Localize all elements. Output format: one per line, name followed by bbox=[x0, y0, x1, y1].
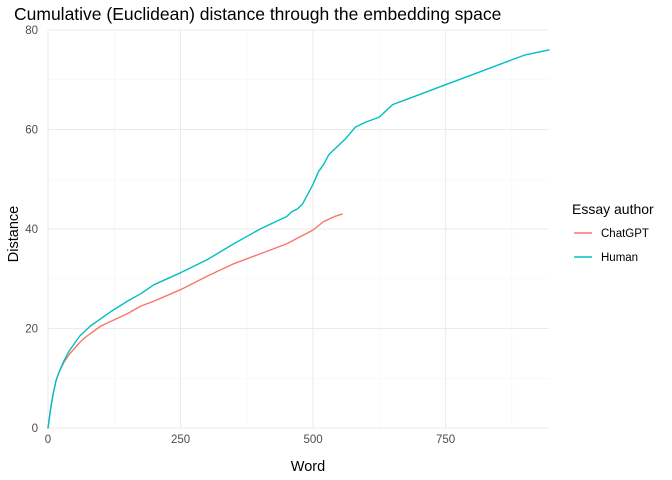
plot-grid bbox=[47, 29, 549, 429]
y-tick-label: 60 bbox=[25, 125, 38, 137]
x-axis-title: Word bbox=[291, 459, 325, 475]
y-tick-label: 40 bbox=[25, 224, 38, 236]
legend-title: Essay author bbox=[572, 201, 654, 217]
x-tick-label: 0 bbox=[45, 434, 51, 446]
x-tick-label: 250 bbox=[171, 434, 190, 446]
y-tick-label: 80 bbox=[25, 25, 38, 37]
legend-label-human: Human bbox=[601, 252, 638, 264]
y-tick-label: 0 bbox=[32, 423, 38, 435]
series-line-human bbox=[47, 49, 550, 429]
legend-label-chatgpt: ChatGPT bbox=[601, 228, 649, 240]
legend: Essay author ChatGPT Human bbox=[572, 201, 654, 264]
x-tick-label: 500 bbox=[303, 434, 322, 446]
series-lines bbox=[47, 49, 550, 429]
y-tick-labels: 0 20 40 60 80 bbox=[25, 25, 38, 435]
series-line-chatgpt bbox=[47, 213, 343, 429]
y-axis-title: Distance bbox=[6, 206, 22, 262]
x-tick-label: 750 bbox=[436, 434, 455, 446]
x-tick-labels: 0 250 500 750 bbox=[45, 434, 455, 446]
y-tick-label: 20 bbox=[25, 324, 38, 336]
legend-items: ChatGPT Human bbox=[574, 228, 649, 264]
chart-title: Cumulative (Euclidean) distance through … bbox=[14, 4, 501, 24]
